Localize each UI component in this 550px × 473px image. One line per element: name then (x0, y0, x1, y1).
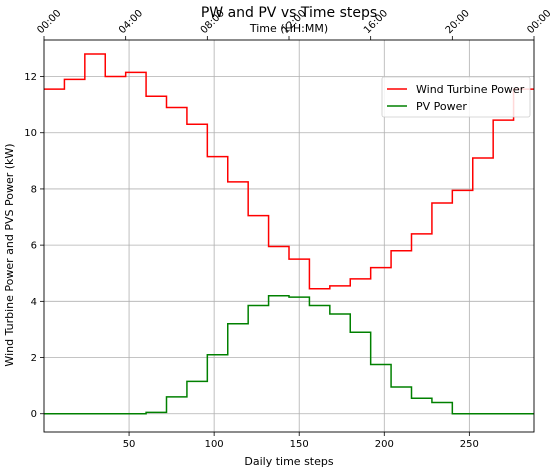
top-tick-label: 20:00 (444, 8, 472, 36)
series-line-0 (44, 53, 534, 290)
top-tick-label: 00:00 (525, 8, 550, 36)
top-axis-label: Time (HH:MM) (249, 22, 328, 35)
top-tick-label: 00:00 (35, 8, 63, 36)
x-tick-label: 50 (123, 439, 136, 450)
y-tick-label: 8 (31, 184, 37, 195)
series-line-1 (44, 294, 534, 415)
x-tick-label: 100 (205, 439, 224, 450)
chart-title: PW and PV vs Time steps (201, 5, 377, 21)
y-tick-label: 10 (24, 128, 37, 139)
legend-label-wind: Wind Turbine Power (416, 83, 525, 96)
top-tick-label: 04:00 (117, 8, 145, 36)
x-tick-label: 150 (290, 439, 309, 450)
x-axis-label: Daily time steps (244, 455, 333, 468)
legend-label-pv: PV Power (416, 100, 467, 113)
legend-box (381, 76, 531, 118)
y-tick-label: 12 (24, 72, 37, 83)
y-tick-label: 0 (31, 409, 37, 420)
x-tick-label: 200 (375, 439, 394, 450)
grid-lines (44, 40, 534, 432)
y-tick-label: 6 (31, 241, 37, 252)
y-tick-label: 2 (31, 353, 37, 364)
legend: Wind Turbine Power PV Power (381, 76, 531, 118)
series-lines (44, 53, 534, 415)
y-axis-label: Wind Turbine Power and PVS Power (kW) (3, 143, 16, 366)
y-tick-label: 4 (31, 297, 37, 308)
x-tick-label: 250 (460, 439, 479, 450)
